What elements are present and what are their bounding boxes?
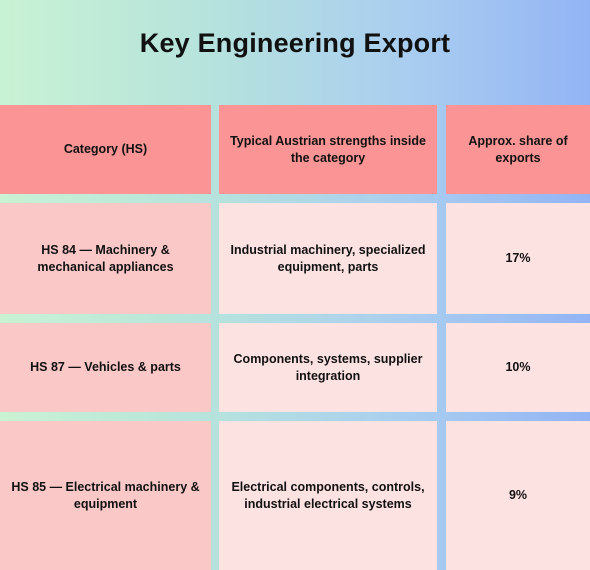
header-category: Category (HS) bbox=[0, 105, 211, 194]
header-strengths: Typical Austrian strengths inside the ca… bbox=[219, 105, 437, 194]
row3-category: HS 85 — Electrical machinery & equipment bbox=[0, 421, 211, 570]
row3-strengths: Electrical components, controls, industr… bbox=[219, 421, 437, 570]
row1-strengths: Industrial machinery, specialized equipm… bbox=[219, 203, 437, 314]
row2-category: HS 87 — Vehicles & parts bbox=[0, 323, 211, 412]
page-title: Key Engineering Export bbox=[139, 28, 451, 58]
row2-strengths: Components, systems, supplier integratio… bbox=[219, 323, 437, 412]
header-share: Approx. share of exports bbox=[446, 105, 590, 194]
row1-category: HS 84 — Machinery & mechanical appliance… bbox=[0, 203, 211, 314]
row3-share: 9% bbox=[446, 421, 590, 570]
row1-share: 17% bbox=[446, 203, 590, 314]
row2-share: 10% bbox=[446, 323, 590, 412]
